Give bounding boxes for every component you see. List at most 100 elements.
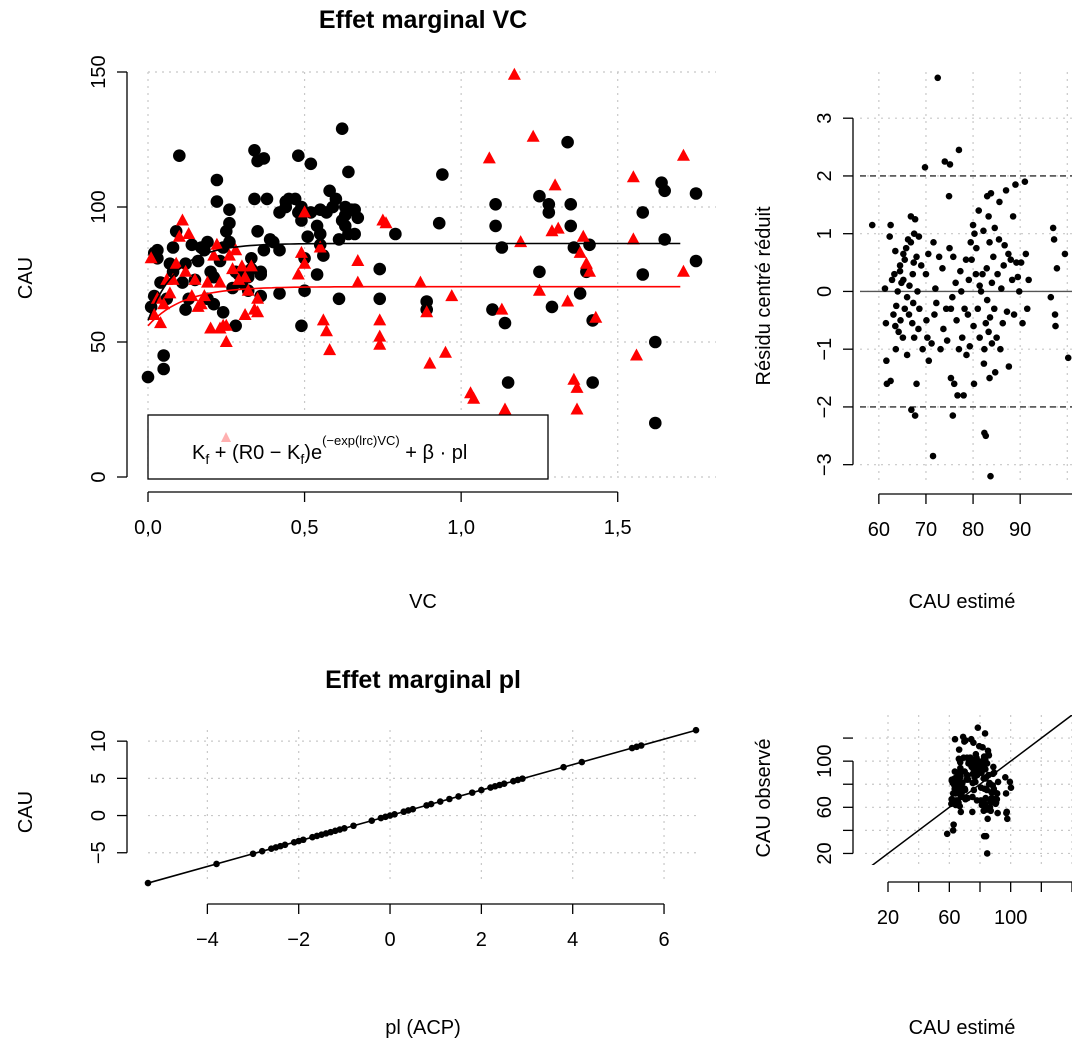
residual-point-134 (996, 198, 1003, 206)
obs-point-35 (956, 759, 964, 766)
obs-point-159 (1002, 790, 1010, 797)
point-circle-98 (348, 227, 361, 241)
residual-point-90 (962, 256, 970, 263)
point-circle-75 (301, 230, 315, 243)
residual-point-46 (915, 325, 922, 333)
point-circle-126 (586, 376, 599, 389)
point-circle-113 (501, 376, 515, 389)
point-circle-7 (157, 362, 170, 376)
axes-resid: 60 70 80 90 −3 −2 −1 0 1 2 3 (814, 113, 1072, 541)
grid-pl (148, 730, 696, 884)
effect-point-1 (213, 860, 220, 868)
point-circle-88 (332, 292, 346, 306)
residual-point-152 (1017, 259, 1025, 266)
point-triangle-16 (194, 297, 208, 310)
residual-point-37 (909, 299, 917, 307)
residual-point-75 (947, 305, 955, 313)
point-triangle-42 (298, 256, 312, 269)
x-tick-label-2: 1,0 (447, 517, 475, 539)
point-triangle-32 (238, 270, 252, 283)
point-triangle-48 (351, 275, 365, 288)
point-triangle-66 (526, 129, 540, 142)
point-triangle-3 (154, 316, 168, 329)
point-circle-118 (545, 300, 559, 314)
point-triangle-65 (514, 235, 528, 248)
legend-formula: Kf + (R0 − Kf)e(−exp(lrc)VC) + β · pl (147, 414, 549, 480)
residual-point-113 (982, 432, 990, 440)
residual-point-80 (952, 279, 959, 287)
residual-point-50 (919, 345, 926, 353)
residual-point-68 (941, 158, 949, 165)
residual-point-142 (1005, 250, 1012, 258)
residual-point-77 (949, 412, 957, 419)
xlabel-pl: pl (ACP) (385, 1017, 461, 1039)
axes-vc: 0,0 0,5 1,0 1,5 0 50 100 150 (88, 55, 632, 539)
x-tick-label-3: 2 (476, 929, 487, 951)
point-circle-56 (257, 152, 271, 165)
x-tick-label-3: 90 (1009, 519, 1031, 541)
point-circle-49 (248, 144, 261, 157)
point-circle-120 (564, 198, 578, 211)
point-circle-0 (141, 370, 155, 384)
obs-point-119 (981, 730, 989, 737)
effect-point-27 (409, 805, 417, 813)
effect-point-2 (249, 850, 257, 858)
residual-point-104 (975, 207, 983, 214)
effect-line (147, 729, 697, 884)
y-tick-label-0: −5 (88, 841, 110, 864)
residual-point-143 (1005, 363, 1013, 370)
obs-point-37 (957, 772, 964, 780)
point-triangle-74 (570, 402, 584, 415)
ylabel-vc: CAU (15, 257, 37, 299)
residual-point-56 (925, 357, 933, 365)
residual-point-55 (925, 250, 932, 258)
residual-point-76 (949, 293, 956, 301)
residual-point-35 (908, 319, 916, 327)
residual-point-91 (963, 351, 970, 359)
residual-point-38 (910, 259, 918, 266)
point-triangle-27 (222, 248, 236, 261)
residual-point-137 (999, 319, 1007, 327)
x-tick-label-2: 0 (384, 929, 395, 951)
point-circle-30 (210, 173, 224, 187)
point-triangle-26 (219, 335, 233, 347)
effect-point-30 (436, 798, 444, 805)
identity-line (871, 715, 1072, 865)
point-triangle-76 (576, 229, 590, 242)
residual-point-43 (913, 253, 920, 261)
point-circle-91 (335, 122, 349, 135)
formula-exponent: (−exp(lrc)VC) (322, 433, 400, 448)
residual-point-64 (935, 253, 943, 261)
effect-point-33 (468, 789, 476, 796)
point-circle-112 (498, 316, 512, 330)
residual-point-83 (955, 146, 963, 154)
residual-point-67 (940, 325, 947, 333)
residual-point-93 (965, 276, 973, 284)
point-triangle-41 (298, 205, 312, 218)
residual-point-154 (1021, 178, 1029, 186)
residual-point-97 (969, 221, 977, 229)
residual-point-18 (896, 262, 904, 269)
residual-point-145 (1008, 276, 1016, 284)
residual-point-155 (1022, 250, 1030, 258)
point-triangle-78 (583, 264, 597, 277)
residual-point-153 (1019, 319, 1026, 327)
effect-point-46 (637, 742, 645, 749)
y-tick-label-0: 0 (88, 471, 110, 482)
point-circle-15 (176, 276, 189, 289)
effect-point-43 (578, 758, 586, 766)
residual-point-86 (957, 288, 965, 295)
residual-point-126 (988, 279, 996, 287)
obs-point-165 (1007, 784, 1015, 791)
residual-point-60 (931, 311, 938, 318)
point-circle-57 (257, 243, 271, 257)
point-triangle-20 (207, 248, 221, 261)
residual-point-34 (908, 406, 915, 414)
residual-point-124 (987, 189, 995, 197)
residual-point-119 (985, 328, 992, 336)
y-tick-label-1: 50 (88, 331, 110, 353)
residual-point-14 (892, 302, 900, 310)
residual-point-30 (905, 311, 913, 318)
point-triangle-11 (179, 264, 193, 277)
formula-mid1: + (R0 − K (209, 442, 301, 464)
